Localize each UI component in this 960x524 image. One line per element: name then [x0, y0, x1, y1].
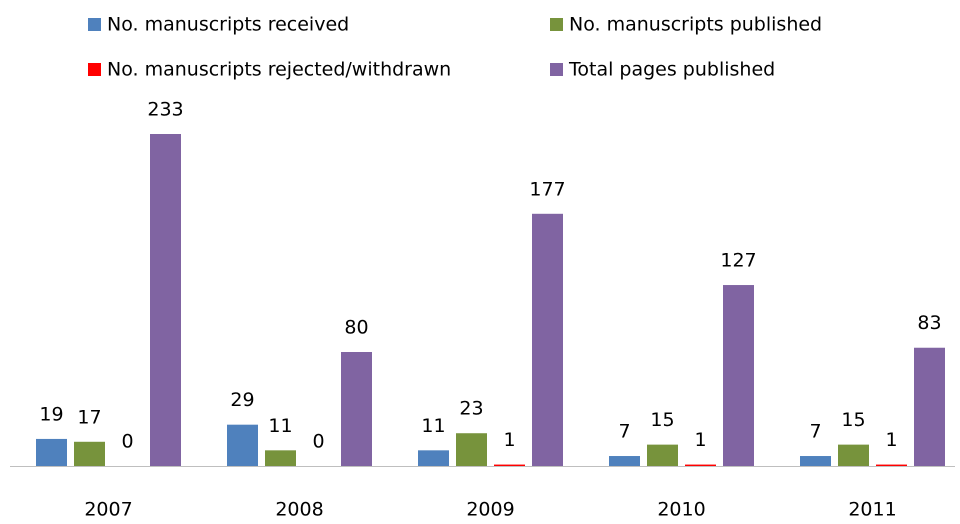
- data-label: 17: [77, 406, 101, 428]
- data-label: 1: [885, 429, 897, 451]
- data-label: 7: [809, 421, 821, 443]
- data-label: 0: [312, 431, 324, 453]
- bar: [494, 464, 525, 466]
- data-label: 0: [121, 431, 133, 453]
- data-label: 23: [459, 398, 483, 420]
- data-label: 177: [529, 178, 565, 200]
- data-label: 1: [694, 429, 706, 451]
- bar: [341, 352, 372, 466]
- x-tick-label: 2009: [466, 499, 514, 521]
- bar: [150, 134, 181, 466]
- bar: [74, 441, 105, 466]
- data-label: 15: [841, 409, 865, 431]
- data-label: 83: [917, 312, 941, 334]
- bar: [914, 347, 945, 466]
- legend-label: Total pages published: [568, 59, 775, 81]
- data-label: 233: [147, 99, 183, 121]
- legend-swatch: [88, 18, 101, 31]
- data-label: 11: [421, 415, 445, 437]
- x-tick-label: 2011: [848, 499, 896, 521]
- bar: [265, 450, 296, 466]
- data-label: 11: [268, 415, 292, 437]
- bar: [685, 464, 716, 466]
- data-label: 19: [39, 403, 63, 425]
- bar: [532, 213, 563, 466]
- bar: [800, 456, 831, 466]
- bar: [227, 424, 258, 466]
- data-label: 1: [503, 429, 515, 451]
- data-label: 127: [720, 250, 756, 272]
- bar: [723, 285, 754, 466]
- legend-label: No. manuscripts published: [569, 14, 822, 36]
- data-label: 29: [230, 389, 254, 411]
- bar: [876, 464, 907, 466]
- data-label: 7: [618, 421, 630, 443]
- x-tick-label: 2010: [657, 499, 705, 521]
- legend-label: No. manuscripts received: [107, 14, 349, 36]
- legend-swatch: [550, 18, 563, 31]
- bar: [36, 438, 67, 466]
- bar: [456, 433, 487, 466]
- legend-swatch: [88, 63, 101, 76]
- bar: [609, 456, 640, 466]
- bar: [838, 444, 869, 466]
- legend-swatch: [550, 63, 563, 76]
- legend-label: No. manuscripts rejected/withdrawn: [107, 59, 451, 81]
- data-label: 15: [650, 409, 674, 431]
- x-tick-label: 2008: [275, 499, 323, 521]
- x-tick-label: 2007: [84, 499, 132, 521]
- bar: [647, 444, 678, 466]
- data-label: 80: [344, 317, 368, 339]
- bar: [418, 450, 449, 466]
